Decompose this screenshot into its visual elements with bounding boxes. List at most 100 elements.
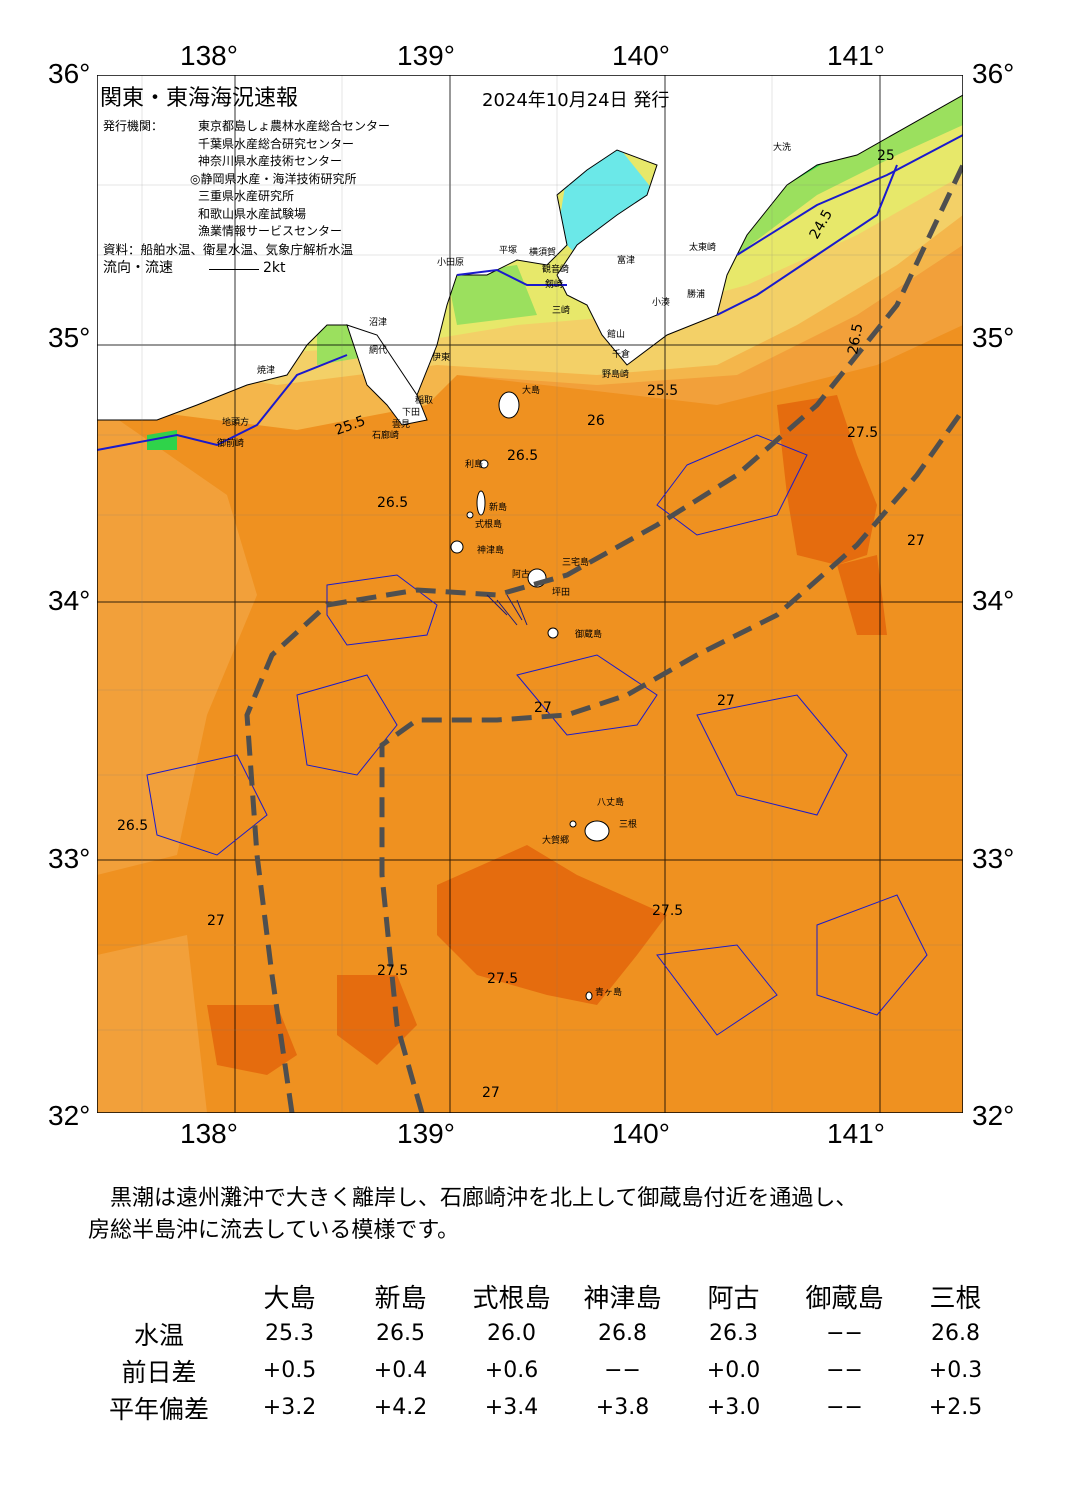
lat-label-right-35: 35° <box>972 322 1015 353</box>
comment-line-1: 黒潮は遠州灘沖で大きく離岸し、石廊崎沖を北上して御蔵島付近を通過し、 <box>88 1186 858 1211</box>
kuroshio-axis <box>244 163 966 1114</box>
lon-label-bottom-138: 138° <box>180 1118 238 1149</box>
place-labels: 大島 利島 新島 式根島 神津島 三宅島 御蔵島 八丈島 青ヶ島 大洗 太東崎 … <box>217 141 791 998</box>
place-katsuura: 勝浦 <box>687 288 705 300</box>
table-header: 大島 新島 式根島 神津島 阿古 御蔵島 三根 <box>84 1278 1011 1315</box>
flow-legend-label: 流向・流速 <box>103 260 173 276</box>
place-ito: 伊東 <box>432 351 450 363</box>
isotherm-lines <box>96 134 964 451</box>
place-okago: 大賀郷 <box>542 834 569 846</box>
row-label: 水温 <box>133 1320 184 1350</box>
situation-comment: 黒潮は遠州灘沖で大きく離岸し、石廊崎沖を北上して御蔵島付近を通過し、 房総半島沖… <box>88 1183 857 1247</box>
table-cell: 26.3 <box>709 1321 758 1346</box>
isotherm-25-west <box>96 354 348 451</box>
lon-label-bottom-139: 139° <box>397 1118 455 1149</box>
sst-zone-27-5-east <box>777 395 877 565</box>
table-row: 水温 25.3 26.5 26.0 26.8 26.3 −− 26.8 <box>84 1315 1011 1352</box>
table-cell: +2.5 <box>928 1395 983 1420</box>
place-shikinejima: 式根島 <box>475 518 502 530</box>
station-header: 式根島 <box>472 1284 551 1314</box>
table-row: 前日差 +0.5 +0.4 +0.6 −− +0.0 −− +0.3 <box>84 1352 1011 1389</box>
isotherm-25-bay <box>456 268 567 286</box>
land-izu <box>346 324 428 426</box>
place-miyakejima: 三宅島 <box>562 556 589 568</box>
place-mikurajima: 御蔵島 <box>575 628 602 640</box>
place-hiratsuka: 平塚 <box>499 245 517 256</box>
lat-label-right-32: 32° <box>972 1100 1015 1131</box>
table-cell: −− <box>826 1395 863 1420</box>
table-cell: −− <box>826 1321 863 1346</box>
row-label: 平年偏差 <box>108 1394 209 1424</box>
place-kominato: 小湊 <box>652 296 670 308</box>
lat-label-right-36: 36° <box>972 58 1015 89</box>
place-shimoda: 下田 <box>402 407 420 418</box>
table-cell: −− <box>604 1358 641 1383</box>
station-header: 御蔵島 <box>805 1284 884 1314</box>
lon-label-bottom-140: 140° <box>612 1118 670 1149</box>
place-yaizu: 焼津 <box>257 365 275 376</box>
isotherm-27-h <box>146 754 268 856</box>
place-tsurugisaki: 剱崎 <box>545 278 563 290</box>
land-honshu <box>96 74 964 421</box>
table-cell: +3.4 <box>484 1395 539 1420</box>
lat-label-right-33: 33° <box>972 843 1015 874</box>
place-numazu: 沼津 <box>369 317 387 328</box>
label-27-a: 27 <box>534 700 552 716</box>
station-header: 阿古 <box>707 1284 760 1314</box>
sst-zone-27-5-sw2 <box>337 975 417 1065</box>
station-header: 大島 <box>263 1284 316 1314</box>
place-chikura: 千倉 <box>612 348 630 360</box>
comment-line-2: 房総半島沖に流去している模様です。 <box>88 1218 460 1243</box>
island-aogashima <box>585 991 593 1001</box>
sst-zone-27-5-e2 <box>837 555 887 635</box>
label-26: 26 <box>587 413 605 429</box>
label-26-5-a: 26.5 <box>507 448 538 464</box>
table-cell: +0.3 <box>928 1358 983 1383</box>
issuer-0: 東京都島しょ農林水産総合センター <box>198 119 391 133</box>
island-mikurajima <box>547 627 559 639</box>
label-27-5-d: 27.5 <box>652 903 683 919</box>
table-cell: +0.4 <box>373 1358 428 1383</box>
data-source: 資料：船舶水温、衛星水温、気象庁解析水温 <box>103 241 354 257</box>
issuers-label: 発行機関： <box>103 119 164 133</box>
lon-label-bottom-141: 141° <box>827 1118 885 1149</box>
place-tsubota: 坪田 <box>552 587 570 598</box>
isotherm-27-f <box>656 944 778 1036</box>
place-jitogata: 地頭方 <box>222 416 249 428</box>
table-cell: −− <box>826 1358 863 1383</box>
lon-label-top-140: 140° <box>612 40 670 71</box>
place-mitsune: 三根 <box>619 818 637 830</box>
island-niijima <box>476 490 486 516</box>
issue-date: 2024年10月24日 発行 <box>482 90 670 111</box>
island-hachijo-kojima <box>569 820 577 828</box>
issuer-5: 和歌山県水産試験場 <box>198 206 307 221</box>
place-kozushima: 神津島 <box>477 544 504 556</box>
isotherm-24-5 <box>736 134 964 256</box>
isotherm-27-d <box>696 694 848 816</box>
issuer-1: 千葉県水産総合研究センター <box>198 136 355 151</box>
place-toshima: 利島 <box>465 458 483 470</box>
label-27-d: 27 <box>207 913 225 929</box>
table-row: 平年偏差 +3.2 +4.2 +3.4 +3.8 +3.0 −− +2.5 <box>84 1389 1011 1426</box>
island-hachijojima <box>584 820 610 842</box>
place-inatori: 稲取 <box>415 394 433 406</box>
place-yokosuka: 横須賀 <box>529 246 556 258</box>
map-title: 関東・東海海況速報 <box>100 86 299 111</box>
place-tateyama: 館山 <box>607 328 625 340</box>
place-taitosaki: 太東崎 <box>689 241 716 253</box>
label-27-5-c: 27.5 <box>487 971 518 987</box>
place-futtsu: 富津 <box>617 254 635 266</box>
lat-label-right-34: 34° <box>972 585 1015 616</box>
place-misaki: 三崎 <box>552 304 570 316</box>
issuer-3: ◎静岡県水産・海洋技術研究所 <box>190 171 357 186</box>
station-header: 新島 <box>374 1284 427 1314</box>
table-cell: +0.6 <box>484 1358 539 1383</box>
station-header: 神津島 <box>583 1284 662 1314</box>
island-toshima <box>479 459 489 469</box>
lon-label-top-138: 138° <box>180 40 238 71</box>
issuer-6: 漁業情報サービスセンター <box>198 224 343 238</box>
table-cell: +0.0 <box>706 1358 761 1383</box>
isotherm-27-e <box>296 674 398 776</box>
label-26-5-d: 26.5 <box>117 818 148 834</box>
table-cell: 26.0 <box>487 1321 536 1346</box>
